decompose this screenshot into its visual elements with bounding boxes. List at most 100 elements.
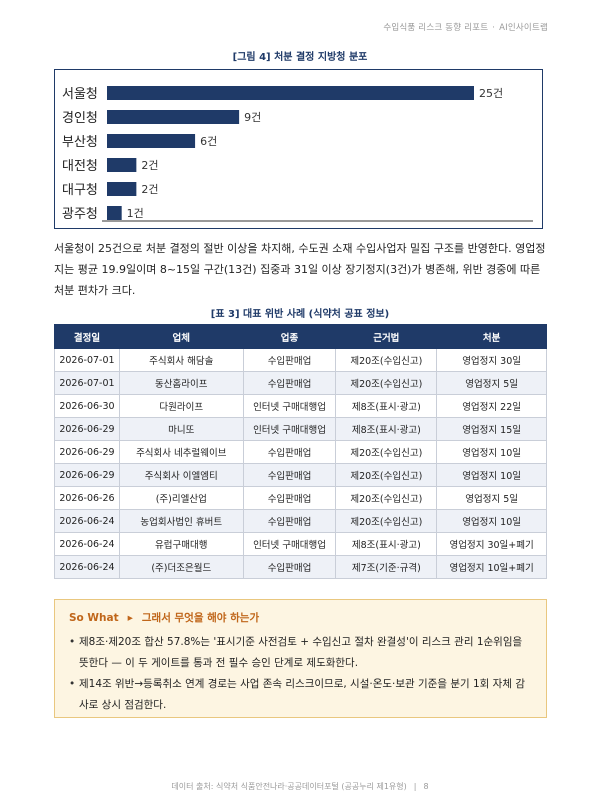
bar [107,110,240,124]
cell-industry: 인터넷 구매대행업 [242,417,337,441]
cell-industry: 인터넷 구매대행업 [242,394,337,418]
cell-company: 마니또 [118,417,244,441]
cell-date: 2026-06-24 [54,555,120,579]
category-label: 경인청 [62,111,98,126]
brand-name: AI인사이트랩 [499,23,548,33]
category-label: 광주청 [62,207,98,222]
cell-date: 2026-06-29 [54,417,120,441]
triangle-right-icon: ▸ [127,612,133,624]
body-paragraph: 서울청이 25건으로 처분 결정의 절반 이상을 차지해, 수도권 소재 수입사… [54,242,546,297]
table-caption: [표 3] 대표 위반 사례 (식약처 공표 정보) [210,309,390,320]
table-row: 2026-07-01 주식회사 해담솔 수입판매업 제20조(수입신고) 영업정지 30… [54,348,547,372]
cell-industry: 수입판매업 [242,509,337,533]
col-header-date: 결정일 [54,324,120,349]
cell-legal-basis: 제20조(수입신고) [335,509,438,533]
cell-company: 주식회사 해담솔 [118,348,244,372]
cell-date: 2026-06-26 [54,486,120,510]
cell-date: 2026-06-24 [54,509,120,533]
cell-industry: 수입판매업 [242,555,337,579]
category-label: 대전청 [62,159,98,174]
running-header: 수입식품 리스크 동향 리포트 · AI인사이트랩 [383,21,548,33]
table-row: 2026-06-24 유럽구매대행 인터넷 구매대행업 제8조(표시·광고) 영업정지 … [54,532,547,556]
cell-date: 2026-06-30 [54,394,120,418]
so-what-heading: So What ▸ 그래서 무엇을 해야 하는가 [69,610,532,625]
so-what-label: So What [69,612,119,624]
value-label: 2건 [141,159,158,172]
table-body: 2026-07-01 주식회사 해담솔 수입판매업 제20조(수입신고) 영업정지 30… [54,348,547,579]
value-label: 1건 [127,207,144,220]
cell-disposition: 영업정지 30일 [436,348,547,372]
bar [107,158,137,172]
cell-industry: 수입판매업 [242,486,337,510]
col-header-industry: 업종 [242,324,337,349]
footer-separator: | [413,782,417,791]
cell-industry: 수입판매업 [242,371,337,395]
cell-disposition: 영업정지 5일 [436,486,547,510]
cell-date: 2026-07-01 [54,348,120,372]
so-what-list: 제8조·제20조 합산 57.8%는 '표시기준 사전검토 + 수입신고 절차 … [69,632,532,716]
cell-company: (주)더조은월드 [118,555,244,579]
page-footer: 데이터 출처: 식약처 식품안전나라·공공데이터포털 (공공누리 제1유형) | 8 [0,781,600,792]
page-number: 8 [423,782,429,791]
cell-legal-basis: 제20조(수입신고) [335,348,438,372]
bar [107,86,474,100]
cell-industry: 수입판매업 [242,440,337,464]
bar [107,206,122,220]
so-what-box: So What ▸ 그래서 무엇을 해야 하는가 제8조·제20조 합산 57.8%… [54,599,547,718]
cell-disposition: 영업정지 22일 [436,394,547,418]
so-what-title: 그래서 무엇을 해야 하는가 [141,612,260,624]
cell-legal-basis: 제20조(수입신고) [335,463,438,487]
col-header-legal-basis: 근거법 [335,324,438,349]
table-row: 2026-06-29 주식회사 네추럴웨이브 수입판매업 제20조(수입신고) 영업정지… [54,440,547,464]
cell-legal-basis: 제7조(기준·규격) [335,555,438,579]
cell-legal-basis: 제20조(수입신고) [335,486,438,510]
cell-legal-basis: 제8조(표시·광고) [335,394,438,418]
so-what-bullet: 제14조 위반→등록취소 연계 경로는 사업 존속 리스크이므로, 시설·온도·… [69,674,532,716]
cell-disposition: 영업정지 5일 [436,371,547,395]
cell-company: (주)리엘산업 [118,486,244,510]
cell-legal-basis: 제20조(수입신고) [335,371,438,395]
value-label: 25건 [479,87,503,100]
category-label: 서울청 [62,87,98,102]
category-label: 대구청 [62,183,98,198]
cell-company: 동산홈라이프 [118,371,244,395]
violation-cases-table: 결정일 업체 업종 근거법 처분 2026-07-01 주식회사 해담솔 수입판매업… [54,324,547,579]
cell-industry: 수입판매업 [242,463,337,487]
col-header-company: 업체 [118,324,244,349]
data-source: 데이터 출처: 식약처 식품안전나라·공공데이터포털 (공공누리 제1유형) [171,782,407,791]
cell-date: 2026-06-29 [54,463,120,487]
cell-date: 2026-06-29 [54,440,120,464]
table-row: 2026-06-29 주식회사 이엘엠티 수입판매업 제20조(수입신고) 영업정지 1… [54,463,547,487]
bar [107,182,137,196]
bar [107,134,196,148]
table-row: 2026-07-01 동산홈라이프 수입판매업 제20조(수입신고) 영업정지 5일 [54,371,547,395]
cell-legal-basis: 제8조(표시·광고) [335,417,438,441]
table-row: 2026-06-29 마니또 인터넷 구매대행업 제8조(표시·광고) 영업정지 15일 [54,417,547,441]
cell-industry: 수입판매업 [242,348,337,372]
value-label: 6건 [200,135,217,148]
cell-industry: 인터넷 구매대행업 [242,532,337,556]
cell-company: 주식회사 네추럴웨이브 [118,440,244,464]
table-row: 2026-06-24 농업회사법인 휴버트 수입판매업 제20조(수입신고) 영업정지 … [54,509,547,533]
cell-disposition: 영업정지 10일 [436,440,547,464]
cell-legal-basis: 제20조(수입신고) [335,440,438,464]
value-label: 2건 [141,183,158,196]
table-row: 2026-06-30 다원라이프 인터넷 구매대행업 제8조(표시·광고) 영업정지 2… [54,394,547,418]
so-what-bullet: 제8조·제20조 합산 57.8%는 '표시기준 사전검토 + 수입신고 절차 … [69,632,532,674]
cell-disposition: 영업정지 10일+폐기 [436,555,547,579]
cell-company: 농업회사법인 휴버트 [118,509,244,533]
value-label: 9건 [244,111,261,124]
header-separator: · [492,23,496,33]
cell-legal-basis: 제8조(표시·광고) [335,532,438,556]
cell-disposition: 영업정지 30일+폐기 [436,532,547,556]
bar-chart: 서울청 25건 경인청 9건 부산청 6건 대전청 2건 대구청 2건 광주청 1건 [54,69,543,229]
table-row: 2026-06-24 (주)더조은월드 수입판매업 제7조(기준·규격) 영업정지 10… [54,555,547,579]
cell-disposition: 영업정지 15일 [436,417,547,441]
col-header-disposition: 처분 [436,324,547,349]
report-title: 수입식품 리스크 동향 리포트 [383,23,489,33]
cell-company: 유럽구매대행 [118,532,244,556]
category-label: 부산청 [62,135,98,150]
figure-caption: [그림 4] 처분 결정 지방청 분포 [232,52,368,63]
table-row: 2026-06-26 (주)리엘산업 수입판매업 제20조(수입신고) 영업정지 5일 [54,486,547,510]
